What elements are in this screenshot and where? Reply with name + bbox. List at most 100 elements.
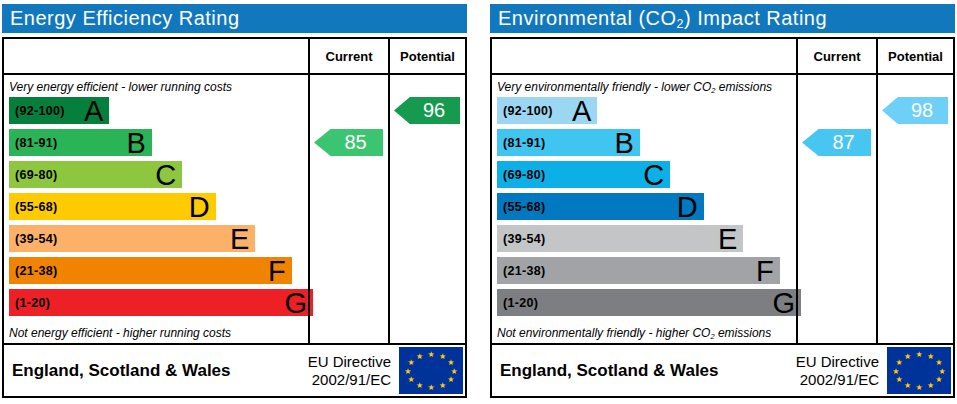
caption-text-end: emissions	[715, 326, 772, 340]
band-bar-d: (55-68)D	[497, 193, 704, 220]
eu-flag-star: ★	[447, 374, 454, 383]
bottom-caption: Not energy efficient - higher running co…	[4, 321, 308, 343]
eu-flag-star: ★	[427, 383, 434, 392]
rating-bands: (92-100) A (81-91) B (69-80) C (55-68)D (39-54)…	[492, 97, 796, 321]
caption-text-end: emissions	[715, 80, 772, 94]
co2-impact-panel: Environmental (CO2) Impact Rating Curren…	[490, 4, 955, 398]
rating-bands: (92-100) A (81-91) B (69-80)C (55-68)D (39-54)…	[4, 97, 308, 321]
band-letter-label: F	[268, 258, 286, 284]
band-letter-label: A	[572, 98, 591, 124]
band-row-e: (39-54) E	[492, 225, 796, 257]
current-value-column: 87	[796, 75, 876, 343]
potential-rating-arrow: 98	[882, 97, 948, 124]
band-range-label: (1-20)	[503, 296, 538, 310]
band-range-label: (92-100)	[15, 104, 65, 118]
column-header-row: Current Potential	[4, 39, 465, 75]
band-row-a: (92-100) A	[4, 97, 308, 129]
band-row-c: (69-80)C	[4, 161, 308, 193]
band-bar-e: (39-54)E	[9, 225, 255, 252]
directive-line1: EU Directive	[796, 353, 879, 370]
current-column-header: Current	[308, 39, 388, 73]
band-letter-label: F	[756, 258, 774, 284]
band-range-label: (1-20)	[15, 296, 50, 310]
band-bar-c: (69-80)C	[9, 161, 182, 188]
rating-table: Current Potential Very energy efficient …	[2, 37, 467, 345]
band-range-label: (81-91)	[15, 136, 57, 150]
co2-panel-title: Environmental (CO2) Impact Rating	[490, 4, 955, 33]
energy-panel-title: Energy Efficiency Rating	[2, 4, 467, 33]
region-label: England, Scotland & Wales	[500, 361, 796, 381]
energy-efficiency-panel: Energy Efficiency Rating Current Potenti…	[2, 4, 467, 398]
band-range-label: (92-100)	[503, 104, 553, 118]
spacer-cell	[492, 39, 796, 73]
band-row-b: (81-91) B	[4, 129, 308, 161]
caption-subscript: 2	[710, 332, 714, 341]
band-bar-b: (81-91) B	[497, 129, 640, 156]
panel-footer: England, Scotland & Wales EU Directive20…	[490, 345, 955, 398]
band-range-label: (55-68)	[503, 200, 545, 214]
eu-flag-star: ★	[892, 366, 899, 375]
potential-value-column: 96	[388, 75, 465, 343]
band-row-b: (81-91) B	[492, 129, 796, 161]
band-bar-e: (39-54) E	[497, 225, 743, 252]
directive-line2: 2002/91/EC	[800, 371, 879, 388]
band-letter-label: A	[84, 98, 103, 124]
band-letter-label: C	[155, 162, 176, 188]
current-rating-arrow: 85	[314, 129, 383, 156]
band-letter-label: B	[615, 130, 634, 156]
band-range-label: (69-80)	[503, 168, 545, 182]
band-bar-f: (21-38)F	[9, 257, 292, 284]
eu-directive-label: EU Directive2002/91/EC	[796, 353, 879, 388]
band-range-label: (21-38)	[503, 264, 545, 278]
eu-flag-icon: ★★★★★★★★★★★★	[887, 347, 951, 394]
band-letter-label: C	[643, 162, 664, 188]
top-caption: Very environmentally friendly - lower CO…	[492, 75, 796, 97]
column-header-row: Current Potential	[492, 39, 953, 75]
band-bar-d: (55-68)D	[9, 193, 216, 220]
band-letter-label: E	[718, 226, 737, 252]
caption-text: Very energy efficient - lower running co…	[9, 80, 232, 94]
rating-table: Current Potential Very environmentally f…	[490, 37, 955, 345]
band-row-d: (55-68)D	[492, 193, 796, 225]
potential-column-header: Potential	[388, 39, 465, 73]
directive-line2: 2002/91/EC	[312, 371, 391, 388]
panel-footer: England, Scotland & Wales EU Directive20…	[2, 345, 467, 398]
potential-column-header: Potential	[876, 39, 953, 73]
eu-flag-star: ★	[404, 366, 411, 375]
band-letter-label: G	[284, 290, 307, 316]
rating-body: Very energy efficient - lower running co…	[4, 75, 465, 343]
caption-subscript: 2	[711, 86, 715, 95]
potential-value-column: 98	[876, 75, 953, 343]
band-letter-label: G	[772, 290, 795, 316]
band-range-label: (55-68)	[15, 200, 57, 214]
title-text: Energy Efficiency Rating	[10, 7, 240, 29]
band-row-d: (55-68)D	[4, 193, 308, 225]
eu-flag-star: ★	[427, 349, 434, 358]
top-caption: Very energy efficient - lower running co…	[4, 75, 308, 97]
eu-flag-icon: ★★★★★★★★★★★★	[399, 347, 463, 394]
band-bar-a: (92-100) A	[9, 97, 109, 124]
eu-flag-star: ★	[904, 351, 911, 360]
caption-text: Not energy efficient - higher running co…	[9, 326, 231, 340]
band-bar-c: (69-80) C	[497, 161, 670, 188]
band-chart-column: Very energy efficient - lower running co…	[4, 75, 308, 343]
band-row-f: (21-38)F	[4, 257, 308, 289]
eu-flag-star: ★	[915, 349, 922, 358]
rating-body: Very environmentally friendly - lower CO…	[492, 75, 953, 343]
eu-flag-star: ★	[935, 374, 942, 383]
band-row-e: (39-54)E	[4, 225, 308, 257]
eu-flag-star: ★	[927, 351, 934, 360]
band-letter-label: B	[127, 130, 146, 156]
band-range-label: (81-91)	[503, 136, 545, 150]
spacer-cell	[4, 39, 308, 73]
eu-flag-star: ★	[895, 374, 902, 383]
title-text: Environmental (CO	[498, 7, 677, 29]
band-bar-b: (81-91) B	[9, 129, 152, 156]
eu-flag-star: ★	[416, 351, 423, 360]
eu-flag-star: ★	[915, 383, 922, 392]
eu-flag-star: ★	[927, 381, 934, 390]
directive-line1: EU Directive	[308, 353, 391, 370]
band-range-label: (39-54)	[503, 232, 545, 246]
caption-text: Not environmentally friendly - higher CO	[497, 326, 710, 340]
band-bar-f: (21-38) F	[497, 257, 780, 284]
